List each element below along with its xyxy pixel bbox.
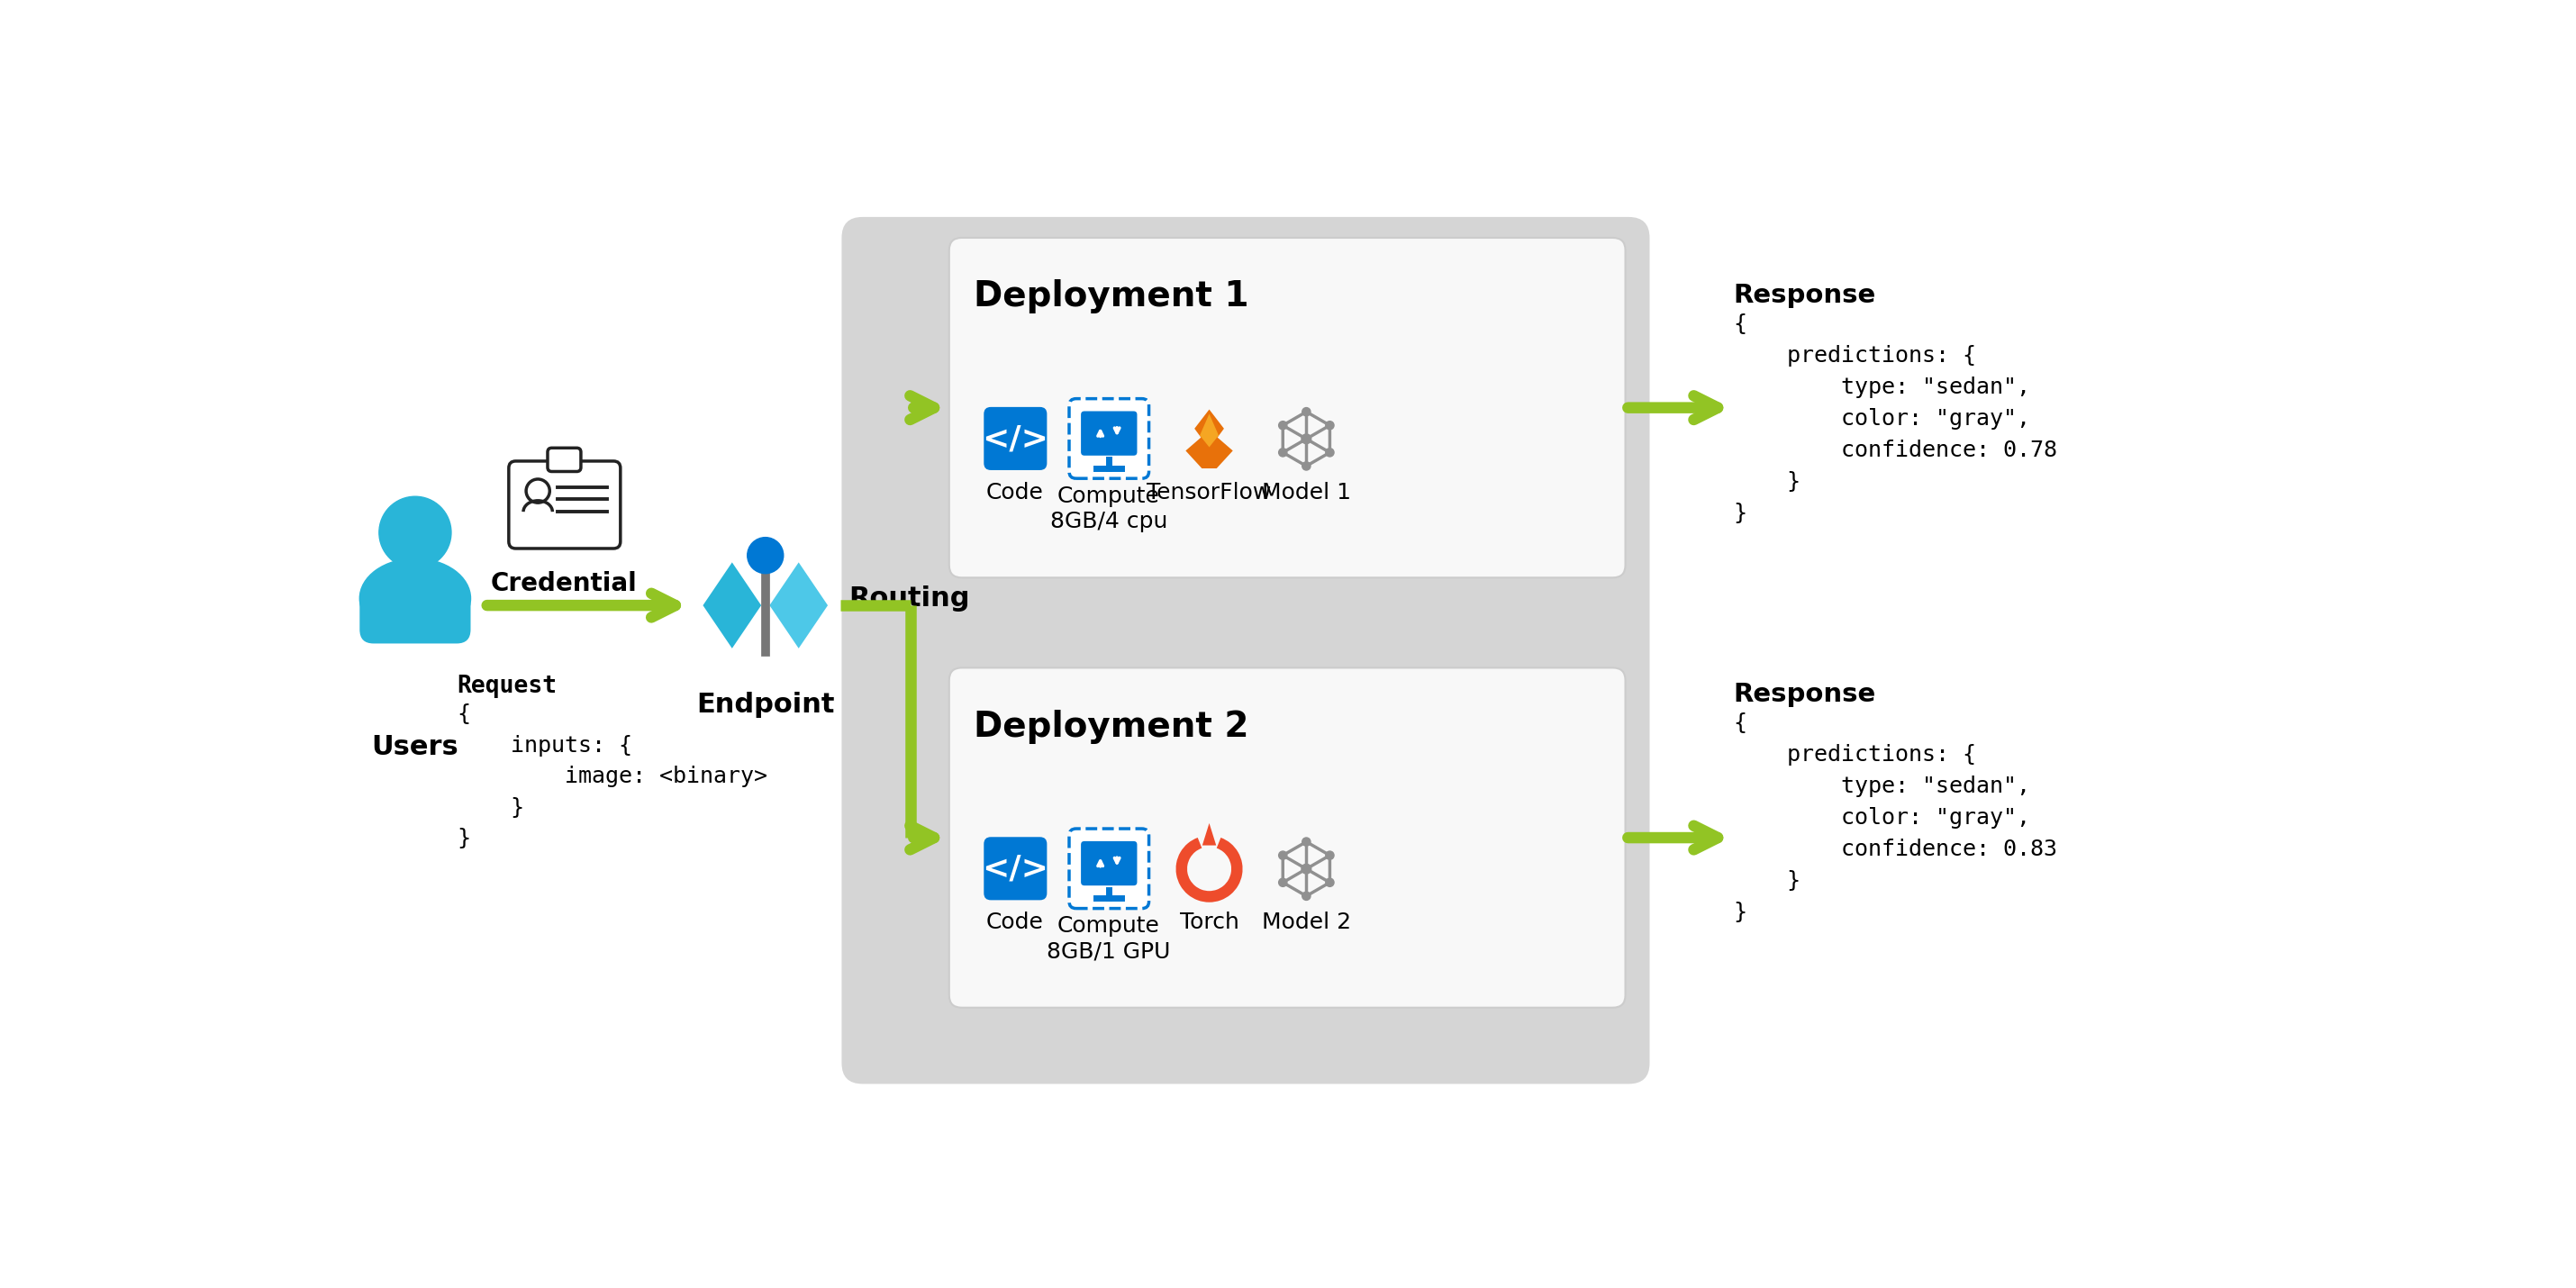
Circle shape xyxy=(1303,407,1311,416)
Circle shape xyxy=(1301,864,1311,873)
Circle shape xyxy=(1327,878,1334,886)
Text: Model 2: Model 2 xyxy=(1262,912,1350,934)
FancyBboxPatch shape xyxy=(948,667,1625,1007)
Text: TensorFlow: TensorFlow xyxy=(1146,482,1273,504)
FancyBboxPatch shape xyxy=(984,837,1046,900)
Text: Users: Users xyxy=(371,734,459,760)
FancyBboxPatch shape xyxy=(1082,841,1136,886)
Polygon shape xyxy=(1200,413,1218,447)
FancyBboxPatch shape xyxy=(842,216,1649,1084)
Circle shape xyxy=(1303,837,1311,846)
Text: Response: Response xyxy=(1734,283,1875,308)
Circle shape xyxy=(379,496,451,568)
Polygon shape xyxy=(703,563,762,648)
Text: {
    predictions: {
        type: "sedan",
        color: "gray",
        confi: { predictions: { type: "sedan", color: "… xyxy=(1734,313,2058,524)
Text: Routing: Routing xyxy=(848,585,969,612)
Circle shape xyxy=(1327,448,1334,457)
Polygon shape xyxy=(1203,823,1216,845)
Polygon shape xyxy=(1185,410,1234,469)
Text: Credential: Credential xyxy=(492,571,636,596)
Text: Compute
8GB/4 cpu: Compute 8GB/4 cpu xyxy=(1051,486,1167,532)
FancyBboxPatch shape xyxy=(549,448,582,471)
Text: Code: Code xyxy=(987,912,1043,934)
Circle shape xyxy=(1301,434,1311,444)
Polygon shape xyxy=(770,563,827,648)
Circle shape xyxy=(1303,462,1311,470)
FancyBboxPatch shape xyxy=(1082,411,1136,456)
Circle shape xyxy=(1278,878,1288,886)
Text: Request: Request xyxy=(456,675,556,698)
Circle shape xyxy=(1327,421,1334,429)
FancyBboxPatch shape xyxy=(1069,828,1149,908)
Ellipse shape xyxy=(361,559,471,639)
Text: Deployment 2: Deployment 2 xyxy=(974,710,1249,743)
Text: </>: </> xyxy=(981,424,1048,455)
Circle shape xyxy=(1278,851,1288,859)
Text: Endpoint: Endpoint xyxy=(696,692,835,719)
FancyBboxPatch shape xyxy=(510,461,621,549)
Circle shape xyxy=(1303,891,1311,900)
Text: Response: Response xyxy=(1734,681,1875,707)
FancyBboxPatch shape xyxy=(948,238,1625,577)
Text: Code: Code xyxy=(987,482,1043,504)
Text: Model 1: Model 1 xyxy=(1262,482,1350,504)
Text: </>: </> xyxy=(981,854,1048,885)
Circle shape xyxy=(1278,421,1288,429)
Circle shape xyxy=(1278,448,1288,457)
FancyBboxPatch shape xyxy=(361,591,471,644)
FancyBboxPatch shape xyxy=(984,407,1046,470)
Text: {
    inputs: {
        image: <binary>
    }
}: { inputs: { image: <binary> } } xyxy=(456,703,768,850)
Text: {
    predictions: {
        type: "sedan",
        color: "gray",
        confi: { predictions: { type: "sedan", color: "… xyxy=(1734,712,2058,923)
Text: Torch: Torch xyxy=(1180,912,1239,934)
FancyBboxPatch shape xyxy=(1069,399,1149,478)
Text: Compute
8GB/1 GPU: Compute 8GB/1 GPU xyxy=(1046,916,1170,962)
Text: Deployment 1: Deployment 1 xyxy=(974,279,1249,313)
Circle shape xyxy=(1327,851,1334,859)
Circle shape xyxy=(747,537,783,573)
